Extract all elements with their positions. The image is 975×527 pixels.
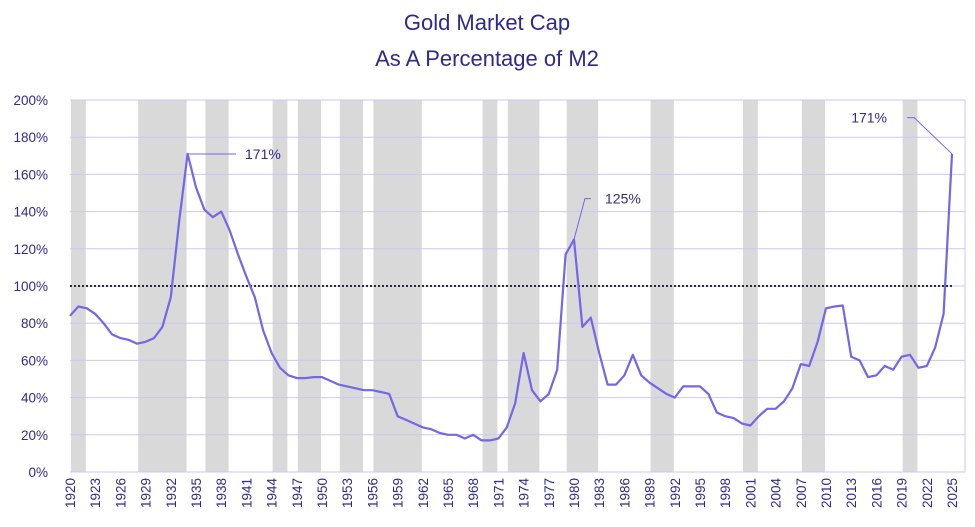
y-tick-label: 100%: [13, 279, 48, 294]
y-tick-label: 180%: [13, 130, 48, 145]
x-tick-label: 1962: [416, 478, 431, 508]
x-tick-label: 1995: [693, 478, 708, 508]
annotation-leader: [573, 198, 591, 240]
x-tick-label: 1923: [88, 478, 103, 508]
y-tick-label: 160%: [13, 167, 48, 182]
x-tick-label: 2007: [794, 478, 809, 508]
chart-title: Gold Market Cap: [404, 10, 570, 35]
x-tick-label: 2025: [945, 478, 960, 508]
x-tick-label: 1938: [214, 478, 229, 508]
x-tick-label: 2016: [869, 478, 884, 508]
x-tick-label: 1950: [315, 478, 330, 508]
x-tick-label: 2001: [743, 478, 758, 508]
x-tick-label: 1986: [617, 478, 632, 508]
x-tick-label: 2010: [819, 478, 834, 508]
x-tick-label: 2013: [844, 478, 859, 508]
x-tick-label: 1998: [718, 478, 733, 508]
x-tick-label: 1935: [189, 478, 204, 508]
x-tick-label: 1956: [365, 478, 380, 508]
x-tick-label: 1983: [592, 478, 607, 508]
y-tick-label: 40%: [21, 391, 48, 406]
annotation-label: 125%: [605, 191, 641, 207]
x-tick-label: 1953: [340, 478, 355, 508]
x-tick-label: 1980: [567, 478, 582, 508]
x-tick-label: 1968: [466, 478, 481, 508]
x-tick-label: 1971: [491, 478, 506, 508]
y-tick-label: 120%: [13, 242, 48, 257]
x-tick-label: 1947: [290, 478, 305, 508]
x-tick-label: 1989: [643, 478, 658, 508]
y-tick-label: 140%: [13, 205, 48, 220]
y-tick-label: 80%: [21, 316, 48, 331]
y-tick-label: 60%: [21, 353, 48, 368]
x-tick-label: 1941: [239, 478, 254, 508]
y-tick-label: 20%: [21, 428, 48, 443]
annotation-leader: [907, 117, 953, 155]
y-tick-label: 200%: [13, 93, 48, 108]
x-tick-label: 1926: [113, 478, 128, 508]
x-tick-label: 1959: [391, 478, 406, 508]
annotation-label: 171%: [245, 146, 281, 162]
x-tick-label: 2019: [895, 478, 910, 508]
x-tick-label: 1920: [63, 478, 78, 508]
x-tick-label: 1977: [542, 478, 557, 508]
x-tick-label: 1974: [517, 478, 532, 509]
x-tick-label: 1932: [164, 478, 179, 508]
chart-subtitle: As A Percentage of M2: [375, 46, 599, 71]
x-tick-label: 1992: [668, 478, 683, 508]
x-tick-label: 2004: [769, 478, 784, 509]
y-tick-label: 0%: [28, 465, 48, 480]
gold-m2-line: [69, 152, 954, 442]
x-tick-label: 1965: [441, 478, 456, 508]
x-tick-label: 2022: [920, 478, 935, 508]
annotation-label: 171%: [851, 110, 887, 126]
x-tick-label: 1929: [139, 478, 154, 508]
x-tick-label: 1944: [265, 478, 280, 509]
